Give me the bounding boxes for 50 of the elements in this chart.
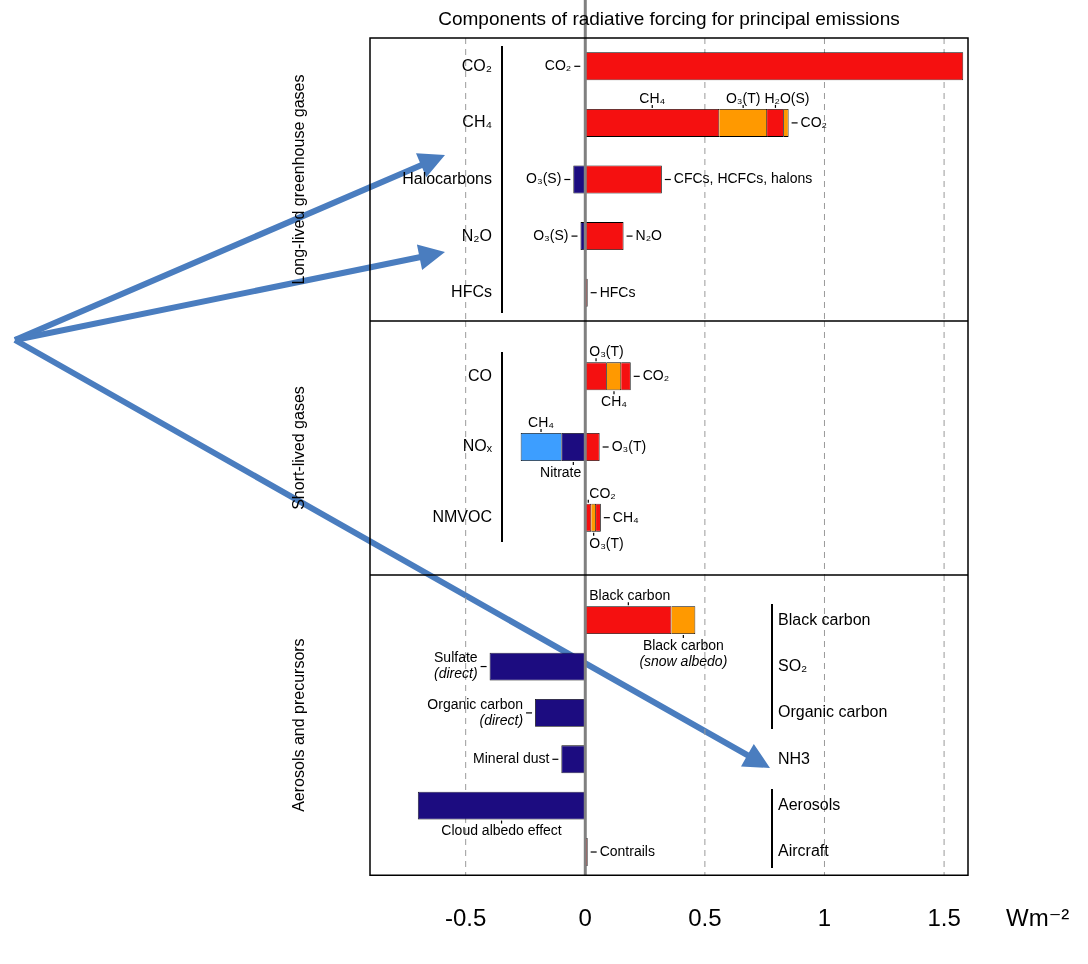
y-tick-label: HFCs xyxy=(451,283,492,301)
y-axis-title: Long-lived greenhouse gases xyxy=(290,74,308,285)
x-tick-label: 1.5 xyxy=(927,904,961,932)
series-label: Sulfate (direct) xyxy=(434,649,478,682)
series-label: Cloud albedo effect xyxy=(441,822,562,839)
series-label: CO₂ xyxy=(800,113,828,130)
series-label: CH₄ xyxy=(612,508,640,525)
y2-tick-label: SO₂ xyxy=(778,656,808,674)
y2-tick-label: Black carbon xyxy=(778,610,871,628)
x-tick-label: 0 xyxy=(578,904,592,932)
series-label: Black carbon xyxy=(589,587,671,604)
series-label: O₃(T) xyxy=(589,534,624,551)
series-label: HFCs xyxy=(599,283,636,300)
y-tick-label: NOₓ xyxy=(462,437,493,455)
series-label: Contrails xyxy=(599,842,655,859)
chart-title: Components of radiative forcing for principal emissions xyxy=(438,8,900,30)
series-label: CO₂ xyxy=(642,367,670,384)
y-tick-label: N₂O xyxy=(461,226,492,244)
y-tick-label: CO xyxy=(468,366,492,384)
series-label: N₂O xyxy=(635,226,663,243)
series-label: O₃(T) xyxy=(589,343,624,360)
series-label: Organic carbon (direct) xyxy=(427,695,524,728)
text: O₃(T) xyxy=(611,437,647,454)
series-label: Black carbon (snow albedo) xyxy=(639,636,728,669)
series-label: O₃(S) xyxy=(526,170,562,187)
y-tick-label: Halocarbons xyxy=(402,169,492,187)
text: CO₂ xyxy=(544,57,572,74)
x-tick-label: 1 xyxy=(817,904,832,932)
x-tick-label: -0.5 xyxy=(445,904,487,932)
y-axis-title: Short-lived gases xyxy=(290,386,308,510)
series-label: Mineral dust xyxy=(473,750,550,767)
y2-tick-label: NH3 xyxy=(778,749,811,767)
y-tick-label: CH₄ xyxy=(462,113,492,131)
series-label: CO₂ xyxy=(589,484,616,501)
x-tick-label: 0.5 xyxy=(688,904,722,932)
series-label: O₃(T) xyxy=(725,89,761,106)
text: O₃(S) xyxy=(533,226,569,243)
series-label: CH₄ xyxy=(528,413,555,430)
series-label: H₂O(S) xyxy=(764,89,810,106)
x-axis-title: Wm⁻² xyxy=(1006,903,1070,931)
y-axis-title: Aerosols and precursors xyxy=(290,638,308,812)
y-tick-label: NMVOC xyxy=(432,508,492,526)
text: CH₄ xyxy=(601,393,627,410)
y2-tick-label: Aircraft xyxy=(778,842,830,860)
y2-tick-label: Organic carbon xyxy=(778,703,888,721)
y-tick-label: CO₂ xyxy=(461,56,492,74)
y2-tick-label: Aerosols xyxy=(778,796,841,814)
series-label: Nitrate xyxy=(540,463,582,480)
series-label: CFCs, HCFCs, halons xyxy=(673,170,813,187)
series-label: CH₄ xyxy=(639,89,666,106)
